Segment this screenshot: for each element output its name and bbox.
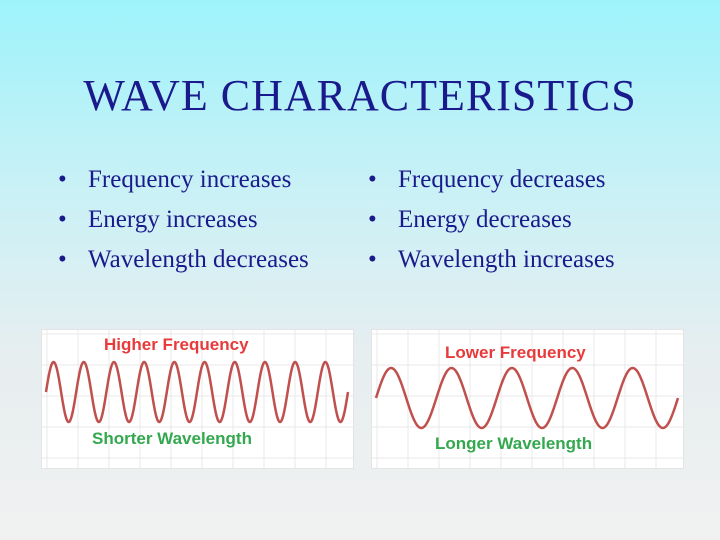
- list-item: • Wavelength decreases: [58, 240, 309, 280]
- list-item-text: Energy increases: [88, 206, 258, 233]
- list-item: • Wavelength increases: [368, 240, 615, 280]
- longer-wavelength-label: Longer Wavelength: [435, 434, 593, 453]
- bullet-icon: •: [58, 246, 67, 273]
- higher-frequency-label: Higher Frequency: [104, 335, 249, 354]
- high-frequency-wave-diagram: Higher Frequency Shorter Wavelength: [41, 329, 354, 469]
- high-frequency-wave-graphic: [42, 330, 353, 468]
- list-item: • Energy increases: [58, 200, 309, 240]
- bullet-icon: •: [368, 206, 377, 233]
- sine-wave: [44, 360, 350, 424]
- list-item-text: Frequency increases: [88, 166, 292, 193]
- list-item: • Frequency decreases: [368, 160, 615, 200]
- list-item-text: Wavelength decreases: [88, 246, 309, 273]
- list-item: • Frequency increases: [58, 160, 309, 200]
- list-item-text: Frequency decreases: [398, 166, 606, 193]
- left-bullet-list: • Frequency increases • Energy increases •…: [58, 160, 309, 280]
- bullet-icon: •: [368, 166, 377, 193]
- list-item-text: Energy decreases: [398, 206, 572, 233]
- lower-frequency-label: Lower Frequency: [445, 343, 586, 362]
- list-item-text: Wavelength increases: [398, 246, 615, 273]
- low-frequency-wave-graphic: [372, 330, 683, 468]
- bullet-icon: •: [58, 166, 67, 193]
- sine-wave: [374, 366, 680, 430]
- list-item: • Energy decreases: [368, 200, 615, 240]
- slide-title: WAVE CHARACTERISTICS: [83, 71, 637, 120]
- low-frequency-wave-diagram: Lower Frequency Longer Wavelength: [371, 329, 684, 469]
- shorter-wavelength-label: Shorter Wavelength: [92, 429, 252, 448]
- bullet-icon: •: [368, 246, 377, 273]
- bullet-icon: •: [58, 206, 67, 233]
- right-bullet-list: • Frequency decreases • Energy decreases •…: [368, 160, 615, 280]
